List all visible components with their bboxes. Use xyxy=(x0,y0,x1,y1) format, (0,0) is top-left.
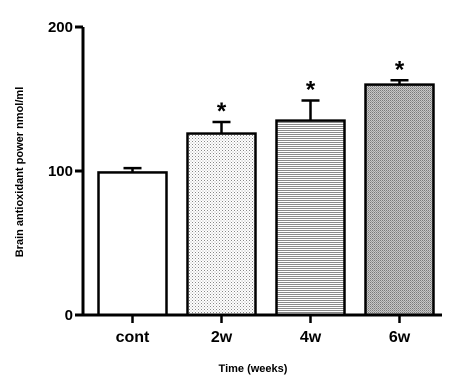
y-axis-title: Brain antioxidant power nmol/ml xyxy=(14,87,26,258)
x-tick-label: 6w xyxy=(389,329,411,346)
bar-4w xyxy=(275,119,346,317)
bar-6w xyxy=(364,83,435,317)
bar-2w xyxy=(186,132,257,317)
bars: * * * xyxy=(97,56,435,317)
x-tick-label: 4w xyxy=(300,329,322,346)
x-axis: cont 2w 4w 6w xyxy=(82,313,442,346)
x-tick-label: 2w xyxy=(211,329,233,346)
y-tick-label: 200 xyxy=(48,19,73,36)
x-tick-label: cont xyxy=(116,329,150,346)
significance-marker: * xyxy=(306,76,316,103)
bar-cont xyxy=(97,171,168,317)
significance-marker: * xyxy=(217,98,227,125)
y-tick-label: 100 xyxy=(48,163,73,180)
y-tick-label: 0 xyxy=(65,307,73,324)
x-axis-title: Time (weeks) xyxy=(219,363,288,375)
y-axis: 0 100 200 xyxy=(48,19,85,324)
significance-marker: * xyxy=(395,56,405,83)
